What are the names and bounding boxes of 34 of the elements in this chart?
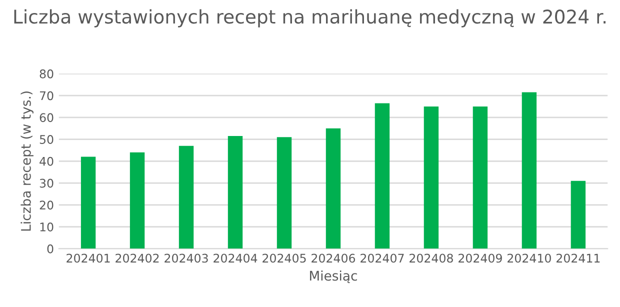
x-tick-label: 202406 <box>312 254 356 263</box>
y-tick-label: 20 <box>40 200 54 210</box>
y-tick-label: 70 <box>40 91 54 100</box>
x-tick-label: 202402 <box>116 254 159 263</box>
y-axis-title: Liczba recept (w tys.) <box>20 92 34 231</box>
x-tick-label: 202403 <box>164 254 208 263</box>
x-tick-label: 202409 <box>458 254 502 263</box>
y-tick-label: 30 <box>40 178 54 188</box>
y-tick-label: 40 <box>40 156 54 166</box>
bar <box>570 180 586 249</box>
bar <box>80 156 96 249</box>
x-axis-title: Miesiąc <box>310 270 357 284</box>
bar <box>472 106 488 249</box>
x-tick-label: 202410 <box>508 254 551 263</box>
x-tick-label: 202411 <box>556 254 600 263</box>
bar <box>326 128 341 249</box>
x-tick-label: 202408 <box>410 254 453 263</box>
y-tick-label: 10 <box>40 222 54 232</box>
y-tick-label: 50 <box>40 135 54 144</box>
y-tick-label: 80 <box>40 69 54 78</box>
x-tick-label: 202405 <box>262 254 306 263</box>
y-tick-label: 60 <box>40 113 54 122</box>
bar <box>374 103 390 249</box>
bar <box>522 92 537 249</box>
bar <box>424 106 439 249</box>
y-tick-label: 0 <box>47 244 54 254</box>
bar <box>276 137 292 249</box>
x-tick-label: 202401 <box>66 254 110 263</box>
x-tick-label: 202407 <box>360 254 404 263</box>
x-tick-label: 202404 <box>214 254 258 263</box>
bar <box>178 146 194 249</box>
bar <box>130 152 145 249</box>
chart-title: Liczba wystawionych recept na marihuanę medyczną w 2024 r. <box>14 9 606 28</box>
bar <box>228 136 243 249</box>
